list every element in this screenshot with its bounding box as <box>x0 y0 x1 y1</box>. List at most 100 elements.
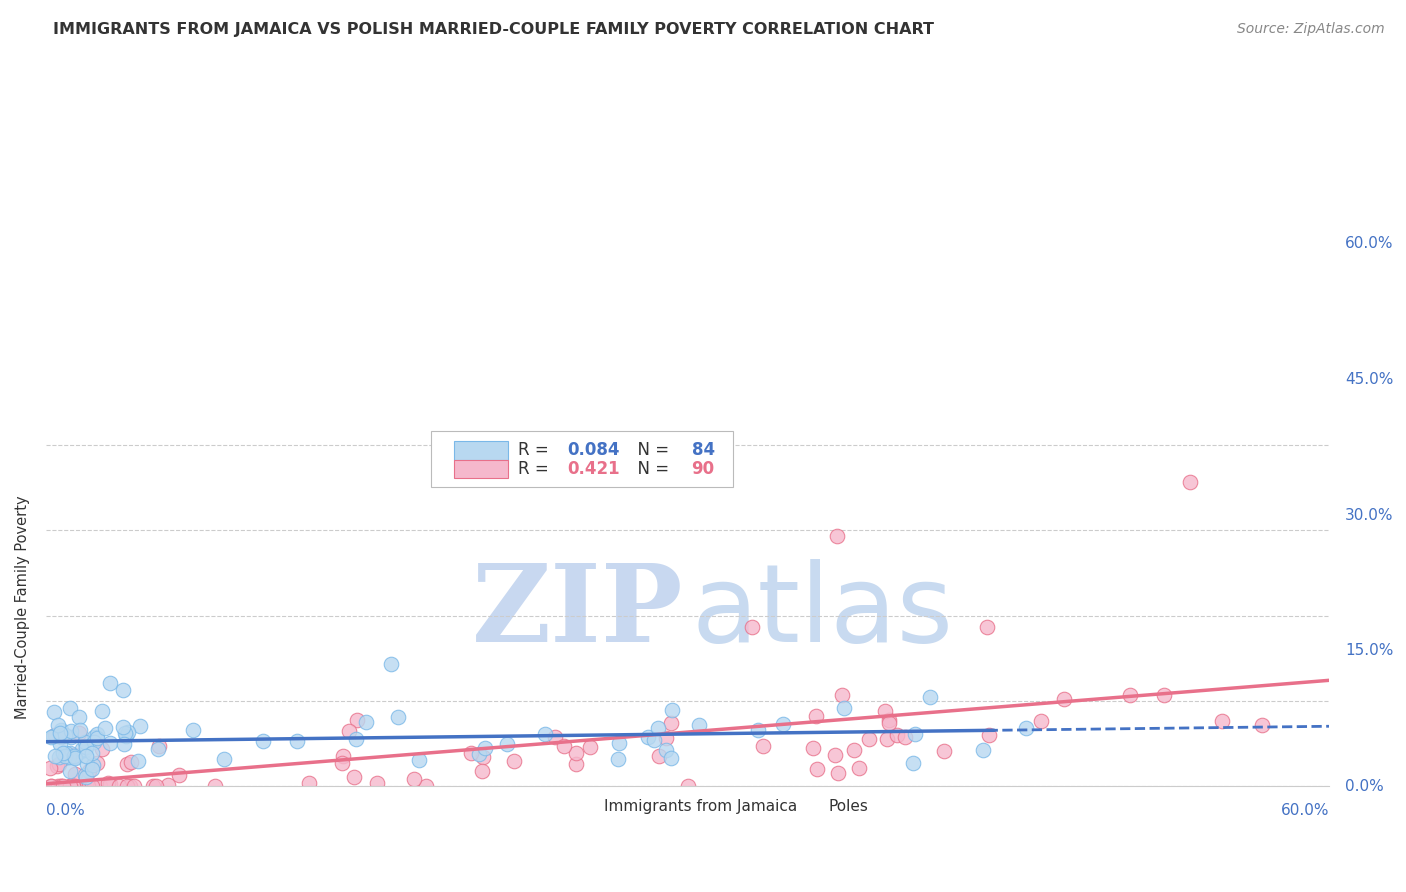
Point <box>41 780 63 794</box>
Point <box>647 722 669 736</box>
Point <box>115 757 138 772</box>
Point <box>69 780 91 794</box>
Point <box>366 776 388 790</box>
Text: R =: R = <box>519 442 554 459</box>
Point <box>44 727 66 741</box>
Point <box>58 701 80 715</box>
Point <box>59 780 82 794</box>
Text: 0.0%: 0.0% <box>1344 779 1384 794</box>
Point <box>65 751 87 765</box>
Point <box>827 529 849 543</box>
Point <box>145 780 167 794</box>
Point <box>46 759 69 773</box>
Point <box>553 739 575 753</box>
Point <box>129 719 152 733</box>
Point <box>297 775 319 789</box>
Point <box>59 780 82 794</box>
Point <box>52 746 75 760</box>
FancyBboxPatch shape <box>775 800 818 813</box>
Point <box>142 780 165 794</box>
Point <box>51 728 73 742</box>
Point <box>75 739 97 754</box>
Text: 0.0%: 0.0% <box>46 803 84 818</box>
Point <box>468 747 491 762</box>
Point <box>643 733 665 747</box>
Point <box>124 780 146 794</box>
Point <box>543 730 565 744</box>
Text: 0.421: 0.421 <box>567 460 620 478</box>
Point <box>49 726 72 740</box>
FancyBboxPatch shape <box>432 431 733 487</box>
Point <box>114 726 136 740</box>
Point <box>49 780 72 794</box>
Point <box>1119 689 1142 703</box>
Point <box>53 748 76 763</box>
Point <box>80 746 103 760</box>
Point <box>98 676 121 690</box>
Point <box>52 780 75 794</box>
Point <box>62 780 84 794</box>
Point <box>343 770 366 784</box>
Point <box>337 723 360 738</box>
Point <box>637 730 659 744</box>
Point <box>75 768 97 782</box>
Point <box>565 746 588 760</box>
Point <box>114 729 136 743</box>
Point <box>65 780 87 794</box>
Point <box>806 762 828 776</box>
Point <box>1029 714 1052 728</box>
Point <box>62 780 84 794</box>
Point <box>97 776 120 790</box>
Point <box>42 730 65 744</box>
Point <box>48 750 70 764</box>
Point <box>741 620 763 634</box>
Point <box>86 756 108 770</box>
Point <box>89 780 111 794</box>
Point <box>380 657 402 671</box>
Point <box>90 742 112 756</box>
Point <box>894 730 917 744</box>
Point <box>831 689 853 703</box>
Point <box>65 750 87 764</box>
Point <box>932 744 955 758</box>
Point <box>1180 475 1202 489</box>
Point <box>1053 691 1076 706</box>
Point <box>606 752 628 766</box>
Point <box>65 767 87 781</box>
Point <box>117 725 139 739</box>
Text: 0.084: 0.084 <box>567 442 620 459</box>
Point <box>214 752 236 766</box>
Point <box>503 754 526 768</box>
Point <box>100 736 122 750</box>
Point <box>1015 721 1038 735</box>
Point <box>879 715 901 730</box>
Point <box>51 780 73 794</box>
Point <box>67 726 90 740</box>
Point <box>474 741 496 756</box>
Point <box>564 756 586 771</box>
Point <box>46 718 69 732</box>
Text: N =: N = <box>627 442 675 459</box>
Point <box>48 757 70 772</box>
Point <box>77 764 100 779</box>
Point <box>655 731 678 746</box>
Point <box>120 756 142 770</box>
Point <box>678 780 700 794</box>
Point <box>886 728 908 742</box>
Point <box>834 700 856 714</box>
Point <box>75 743 97 757</box>
Point <box>659 716 682 731</box>
Point <box>747 723 769 737</box>
Point <box>578 740 600 755</box>
Point <box>63 748 86 763</box>
Point <box>115 780 138 794</box>
Text: 60.0%: 60.0% <box>1281 803 1330 818</box>
Point <box>495 738 517 752</box>
FancyBboxPatch shape <box>454 459 508 478</box>
Point <box>59 764 82 778</box>
Text: IMMIGRANTS FROM JAMAICA VS POLISH MARRIED-COUPLE FAMILY POVERTY CORRELATION CHAR: IMMIGRANTS FROM JAMAICA VS POLISH MARRIE… <box>53 22 935 37</box>
Point <box>127 755 149 769</box>
Point <box>607 737 630 751</box>
Point <box>387 710 409 724</box>
Point <box>471 764 494 778</box>
